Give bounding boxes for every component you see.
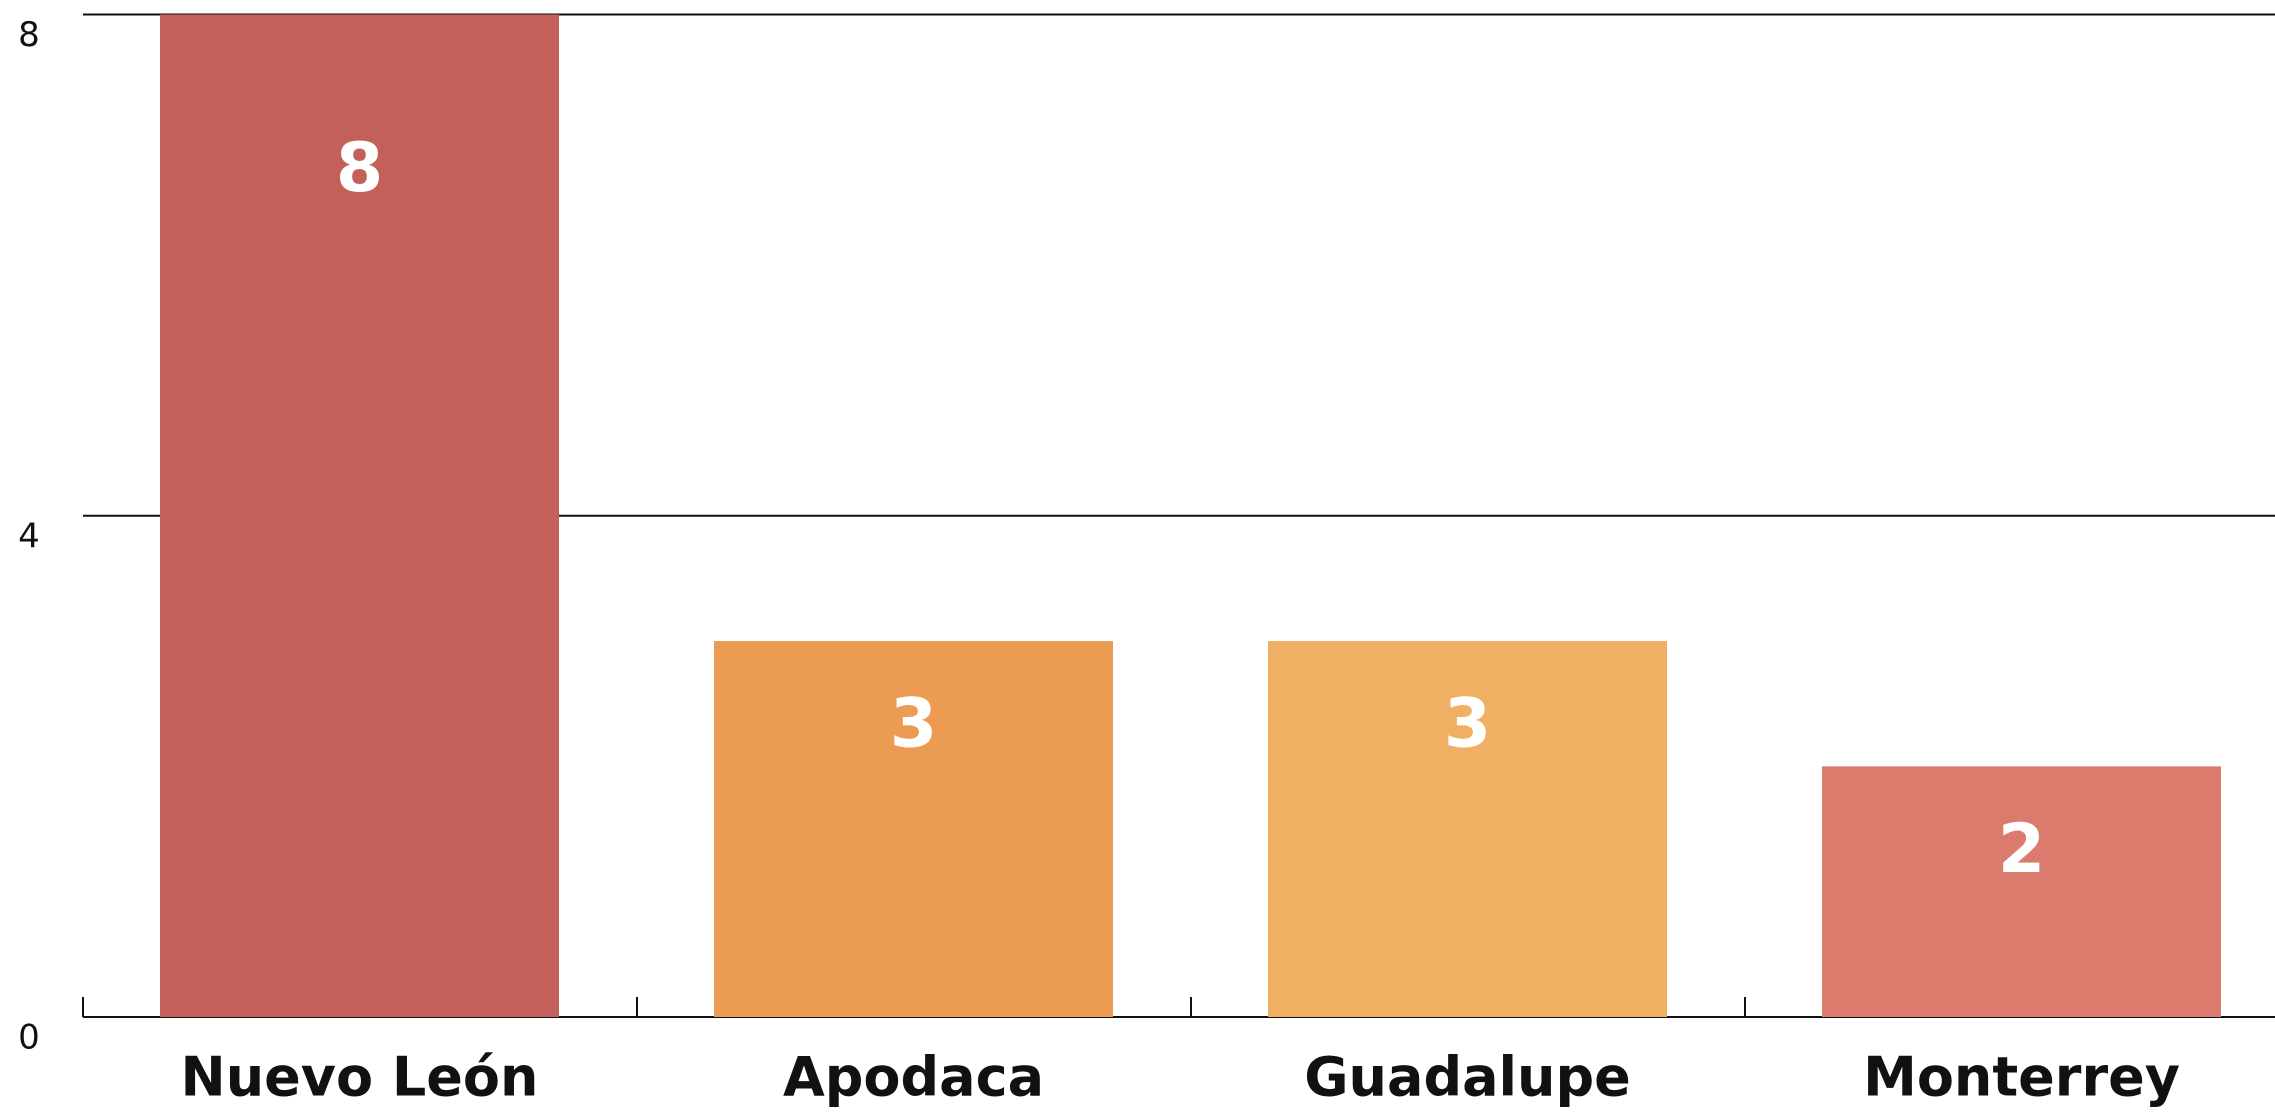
x-tick-label: Monterrey [1863, 1046, 2180, 1109]
value-label: 2 [1998, 810, 2045, 889]
value-label: 8 [336, 129, 383, 208]
x-tick-label: Apodaca [783, 1046, 1044, 1109]
x-tick-label: Nuevo León [181, 1046, 539, 1109]
bar [1268, 641, 1667, 1017]
y-tick-label: 8 [18, 15, 40, 55]
bar [1822, 766, 2221, 1017]
x-tick-label: Guadalupe [1304, 1046, 1631, 1109]
value-label: 3 [1444, 685, 1491, 764]
value-label: 3 [890, 685, 937, 764]
bar [714, 641, 1113, 1017]
y-tick-label: 4 [18, 516, 40, 556]
bar [160, 14, 559, 1017]
y-tick-label: 0 [18, 1018, 40, 1058]
